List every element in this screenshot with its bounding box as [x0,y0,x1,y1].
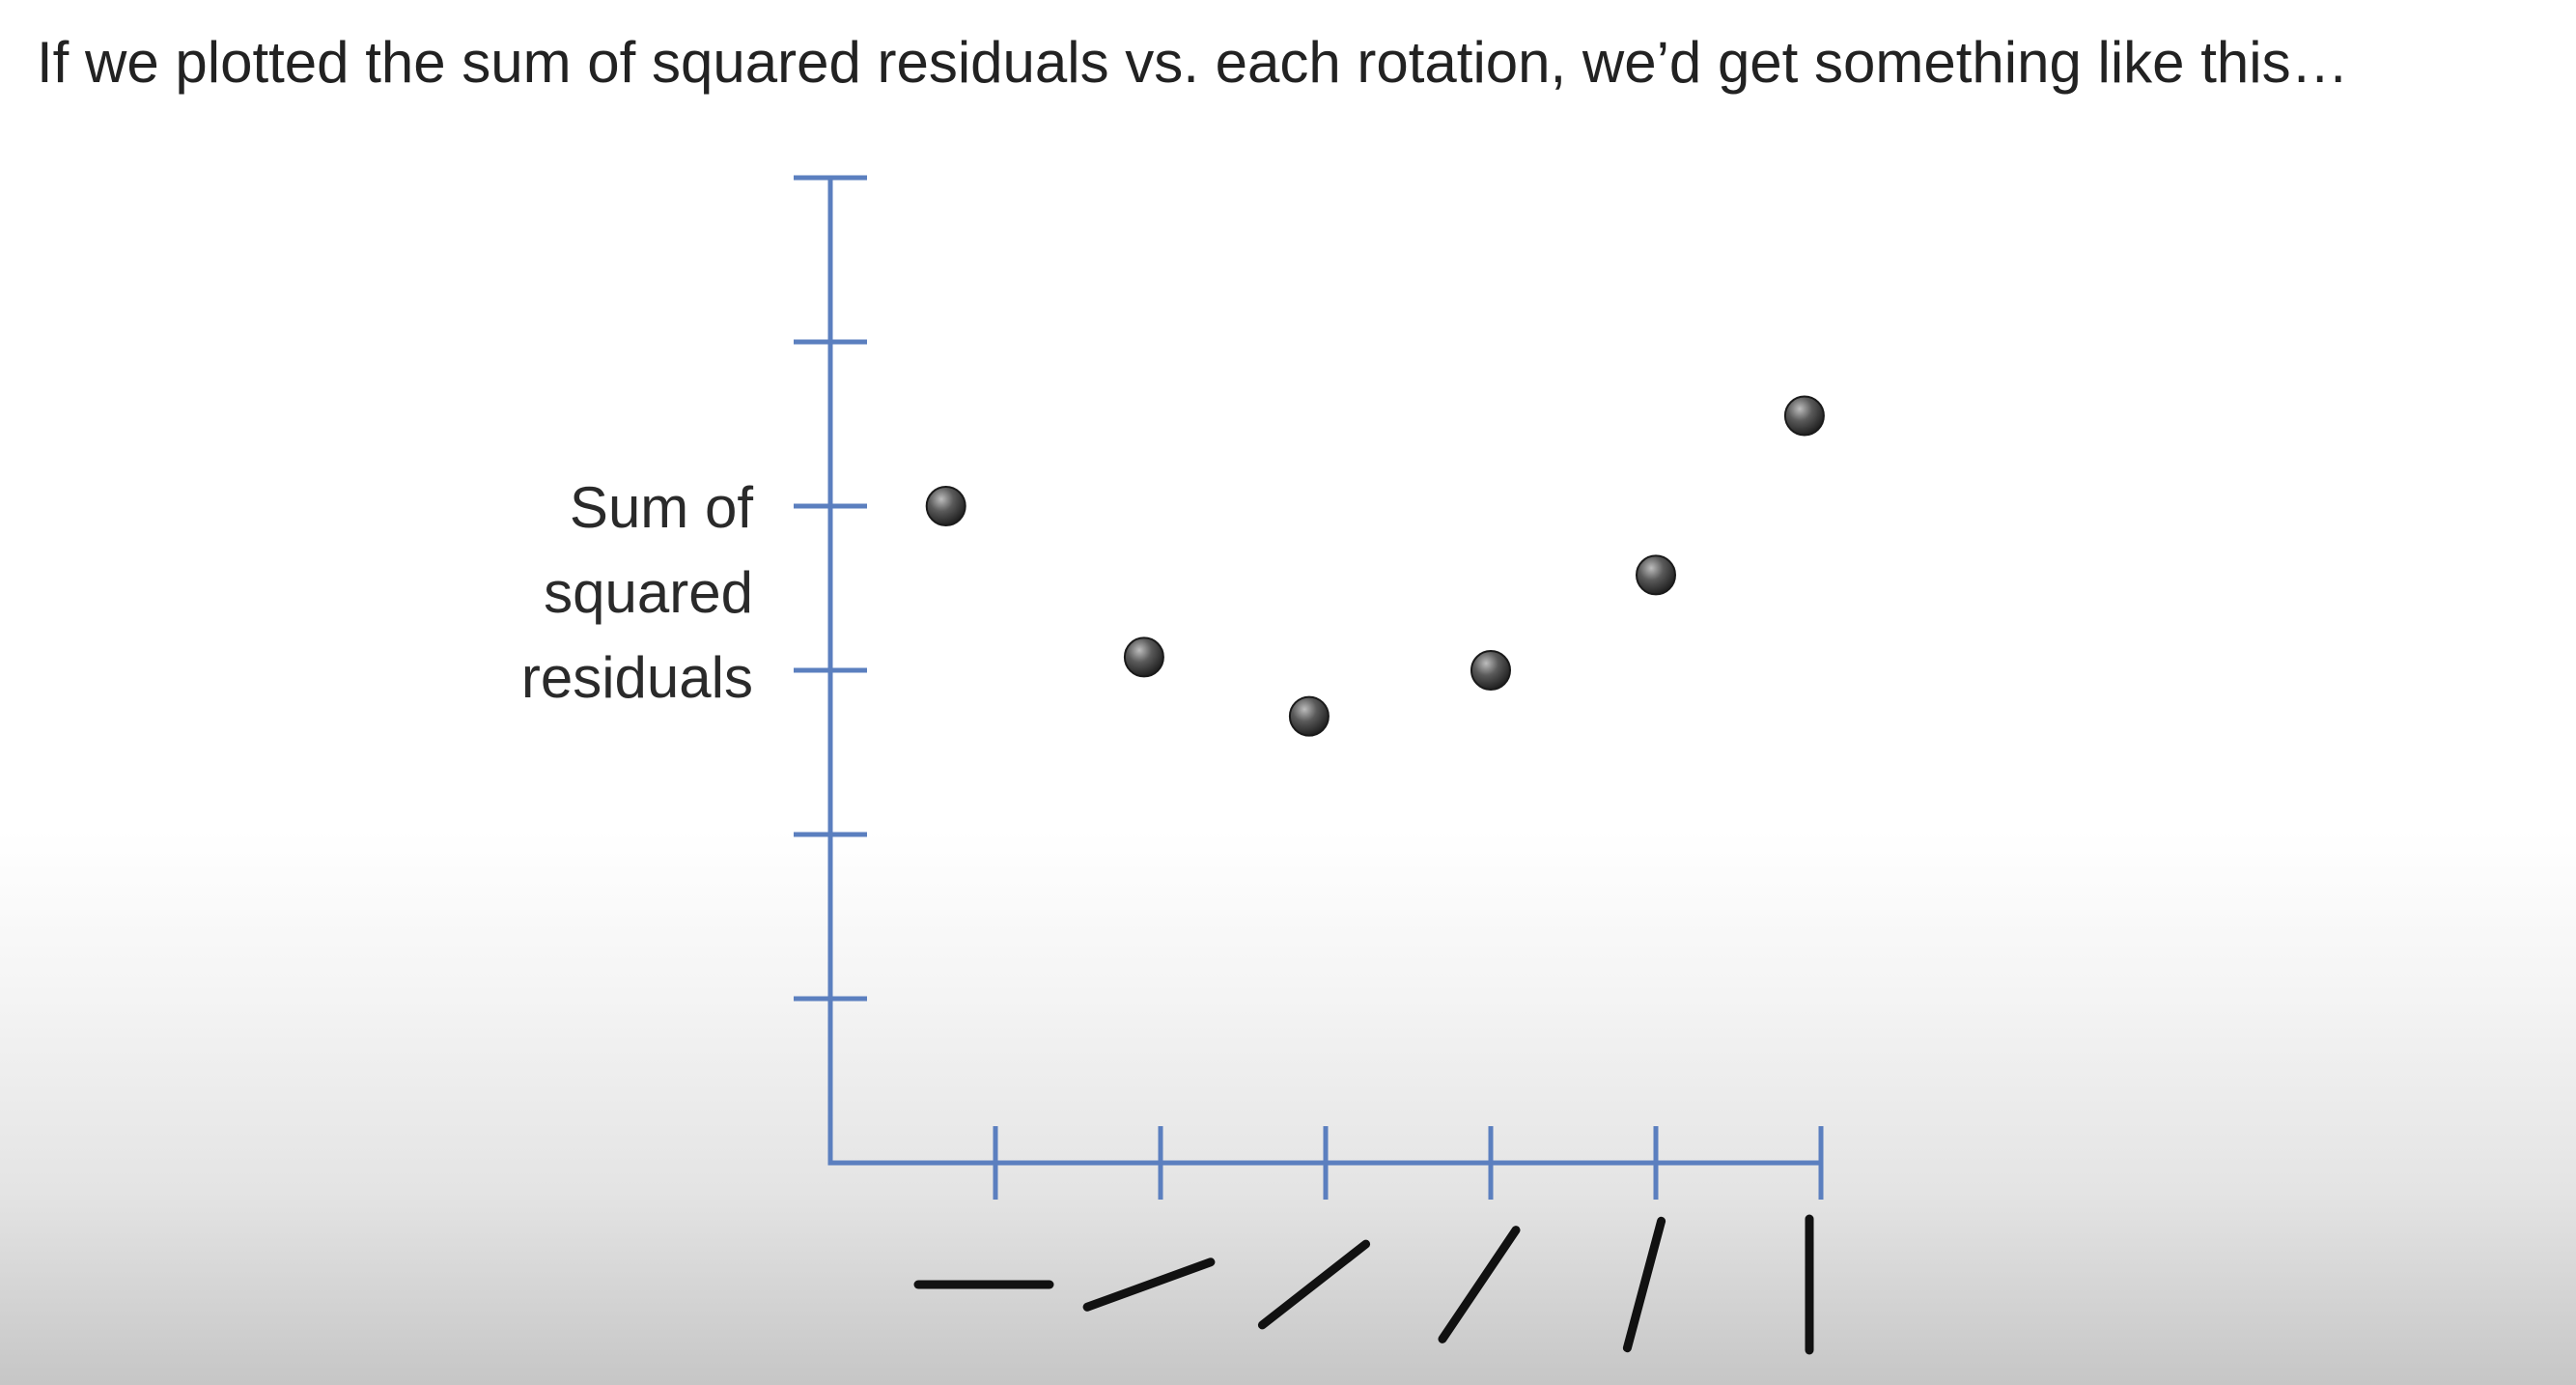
y-axis-label: Sum of squared residuals [386,466,753,721]
data-point [1636,554,1676,596]
x-tick-rotation-icon [1257,1239,1371,1330]
data-point [925,486,966,526]
x-tick-rotation-icon [1438,1226,1521,1343]
y-axis-label-line-3: residuals [520,645,753,710]
x-tick-rotation-icon [1622,1216,1666,1353]
y-axis-label-line-1: Sum of [569,475,753,540]
x-tick-rotation-icon [1082,1258,1216,1312]
data-point [1123,636,1164,678]
data-point [1470,650,1511,691]
slide-caption: If we plotted the sum of squared residua… [37,30,2349,95]
data-point [1783,395,1825,437]
data-point [1288,695,1330,737]
y-axis-label-line-2: squared [544,560,753,625]
